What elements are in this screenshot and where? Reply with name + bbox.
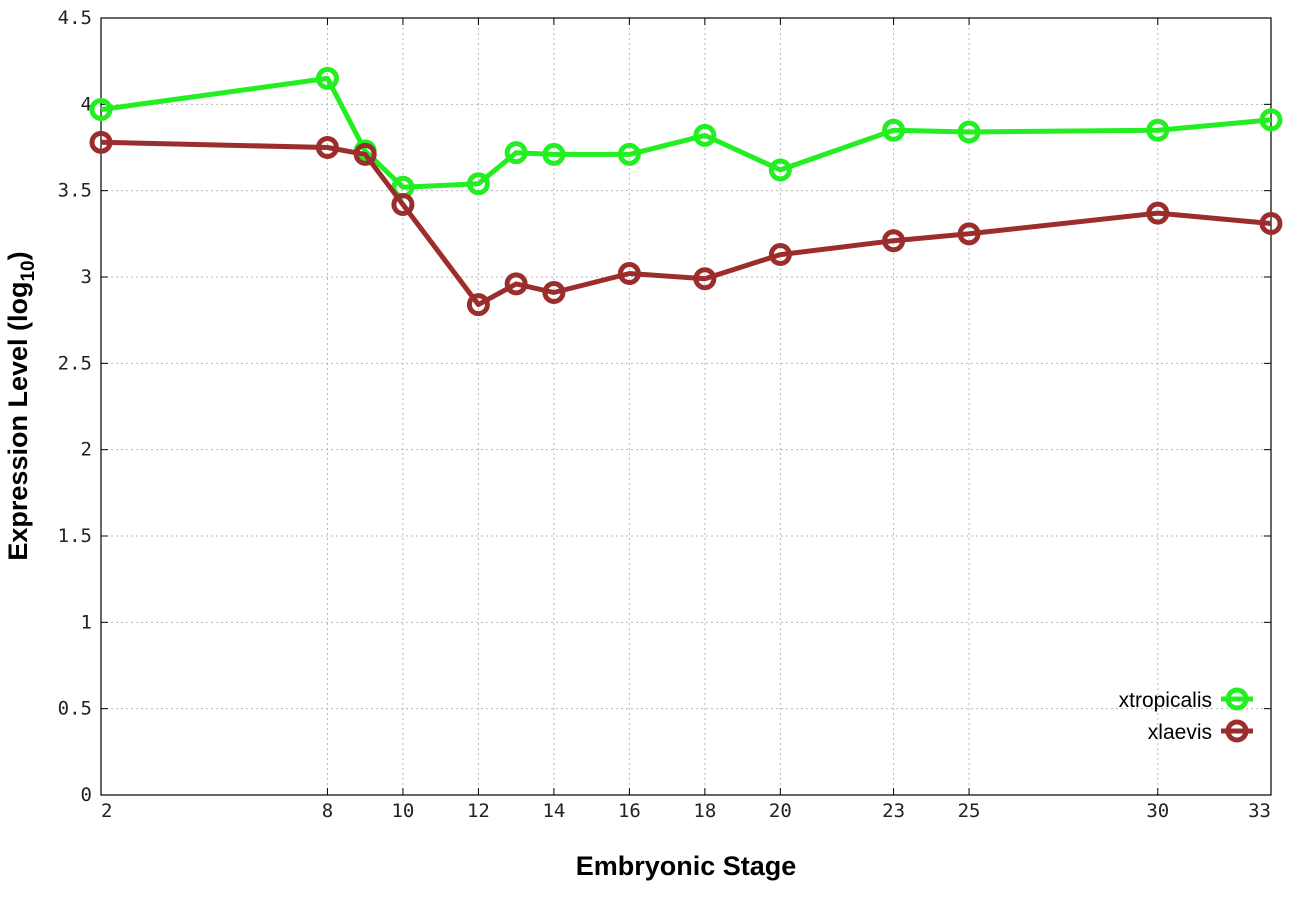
data-point [617, 262, 641, 286]
data-point [89, 98, 113, 122]
x-tick-label: 14 [542, 800, 565, 822]
data-point [617, 142, 641, 166]
y-tick-label: 0 [81, 784, 92, 806]
x-tick-label: 12 [467, 800, 490, 822]
x-tick-labels: 2 8 10 12 14 16 18 20 23 25 30 33 [101, 800, 1271, 822]
data-point [315, 66, 339, 90]
data-point [1259, 108, 1283, 132]
y-tick-label: 2 [81, 439, 92, 461]
data-point [504, 272, 528, 296]
y-tick-label: 3.5 [58, 180, 92, 202]
x-axis-title: Embryonic Stage [576, 851, 797, 881]
legend-marker-swatch [1225, 687, 1249, 711]
y-tick-label: 4.5 [58, 7, 92, 29]
x-tick-label: 23 [882, 800, 905, 822]
data-point [693, 267, 717, 291]
x-tick-label: 20 [769, 800, 792, 822]
x-tick-label: 10 [391, 800, 414, 822]
y-tick-label: 3 [81, 266, 92, 288]
data-point [882, 229, 906, 253]
data-point [693, 123, 717, 147]
data-point [882, 118, 906, 142]
x-tick-label: 30 [1146, 800, 1169, 822]
data-point [1259, 211, 1283, 235]
grid-lines [101, 18, 1271, 795]
y-tick-label: 1 [81, 611, 92, 633]
data-point [466, 293, 490, 317]
plot-frame [100, 17, 1272, 796]
series-xtropicalis [89, 66, 1283, 199]
y-axis-title-subscript: 10 [18, 260, 39, 281]
y-tick-label: 4 [81, 93, 92, 115]
y-tick-label: 0.5 [58, 698, 92, 720]
data-point [89, 130, 113, 154]
data-point [768, 243, 792, 267]
legend-label: xlaevis [1148, 721, 1212, 744]
series-xlaevis [89, 130, 1283, 317]
data-point [1146, 118, 1170, 142]
x-tick-label: 2 [101, 800, 112, 822]
legend: xtropicalis xlaevis [1119, 687, 1253, 744]
y-tick-labels: 0 0.5 1 1.5 2 2.5 3 3.5 4 4.5 [58, 7, 92, 806]
data-point [353, 142, 377, 166]
legend-marker-swatch [1225, 719, 1249, 743]
x-tick-label: 16 [618, 800, 641, 822]
data-point [768, 158, 792, 182]
y-tick-label: 1.5 [58, 525, 92, 547]
data-point [542, 142, 566, 166]
series-line [100, 75, 1272, 190]
y-axis-title-close: ) [3, 251, 33, 260]
x-tick-label: 25 [958, 800, 981, 822]
data-point [391, 192, 415, 216]
data-point [466, 172, 490, 196]
y-tick-label: 2.5 [58, 352, 92, 374]
data-point [504, 141, 528, 165]
legend-label: xtropicalis [1119, 689, 1212, 712]
data-point [957, 222, 981, 246]
data-point [957, 120, 981, 144]
y-axis-title-main: Expression Level (log [3, 282, 33, 561]
data-point [1146, 201, 1170, 225]
y-axis-title: Expression Level (log10) [3, 251, 39, 560]
series-line [100, 139, 1272, 308]
x-tick-label: 18 [693, 800, 716, 822]
x-tick-label: 33 [1248, 800, 1271, 822]
data-point [542, 281, 566, 305]
data-point [315, 136, 339, 159]
axis-ticks [100, 17, 1272, 796]
x-tick-label: 8 [322, 800, 333, 822]
series-lines [89, 66, 1283, 317]
